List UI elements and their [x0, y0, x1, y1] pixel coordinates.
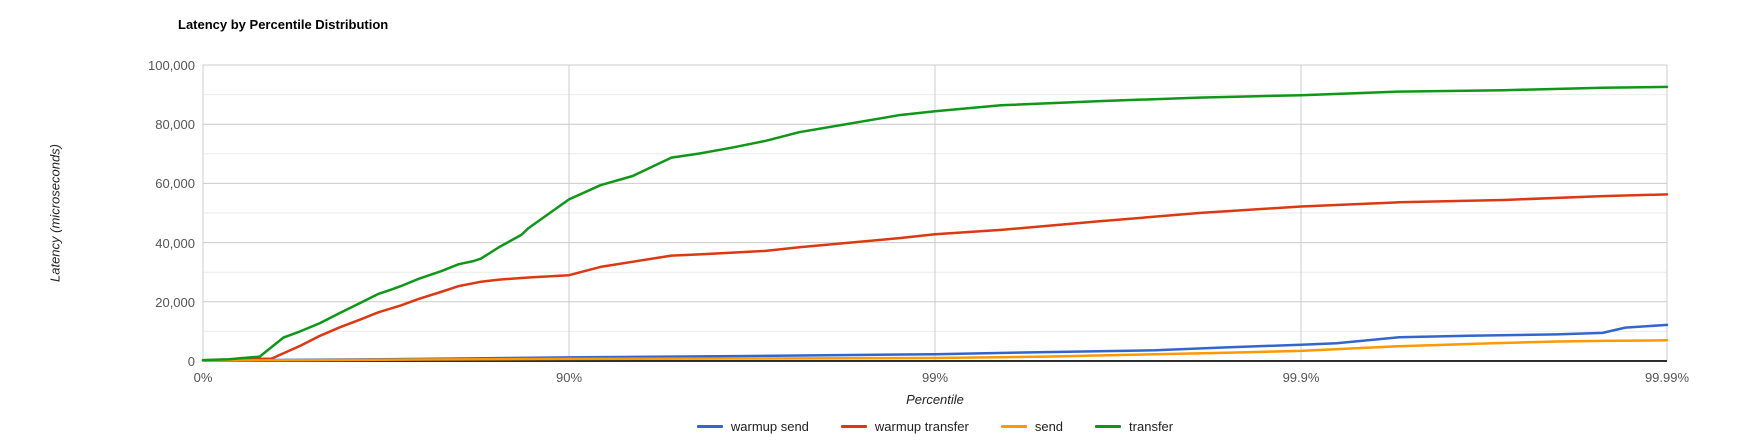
- chart-title: Latency by Percentile Distribution: [178, 17, 389, 32]
- x-tick-label: 99.99%: [1644, 370, 1690, 385]
- x-tick-label: 99.9%: [1282, 370, 1320, 385]
- legend-swatch-icon: [1000, 425, 1027, 428]
- y-tick-label: 0: [187, 354, 195, 369]
- legend-label: transfer: [1129, 419, 1174, 434]
- y-tick-label: 20,000: [155, 294, 195, 310]
- y-tick-label: 40,000: [155, 235, 195, 251]
- legend: warmup send warmup transfer send transfer: [203, 419, 1667, 434]
- legend-swatch-icon: [840, 425, 867, 428]
- x-axis-title: Percentile: [906, 392, 964, 407]
- x-tick-label: 99%: [921, 370, 949, 385]
- x-tick-label: 90%: [555, 370, 583, 385]
- legend-label: warmup send: [730, 419, 809, 434]
- y-tick-label: 80,000: [155, 117, 195, 133]
- series-line-warmup-transfer: [201, 193, 1669, 362]
- legend-item-send: send: [1000, 419, 1064, 434]
- legend-item-warmup-transfer: warmup transfer: [840, 419, 969, 434]
- legend-item-warmup-send: warmup send: [696, 419, 809, 434]
- legend-item-transfer: transfer: [1095, 419, 1173, 434]
- x-tick-label: 0%: [193, 370, 213, 385]
- legend-swatch-icon: [696, 425, 723, 428]
- series-line-transfer: [201, 85, 1669, 362]
- legend-label: warmup transfer: [874, 419, 969, 434]
- y-tick-label: 60,000: [155, 176, 195, 192]
- series-line-send: [201, 339, 1669, 362]
- y-tick-label: 100,000: [148, 58, 195, 73]
- legend-label: send: [1034, 419, 1064, 434]
- legend-swatch-icon: [1095, 425, 1122, 428]
